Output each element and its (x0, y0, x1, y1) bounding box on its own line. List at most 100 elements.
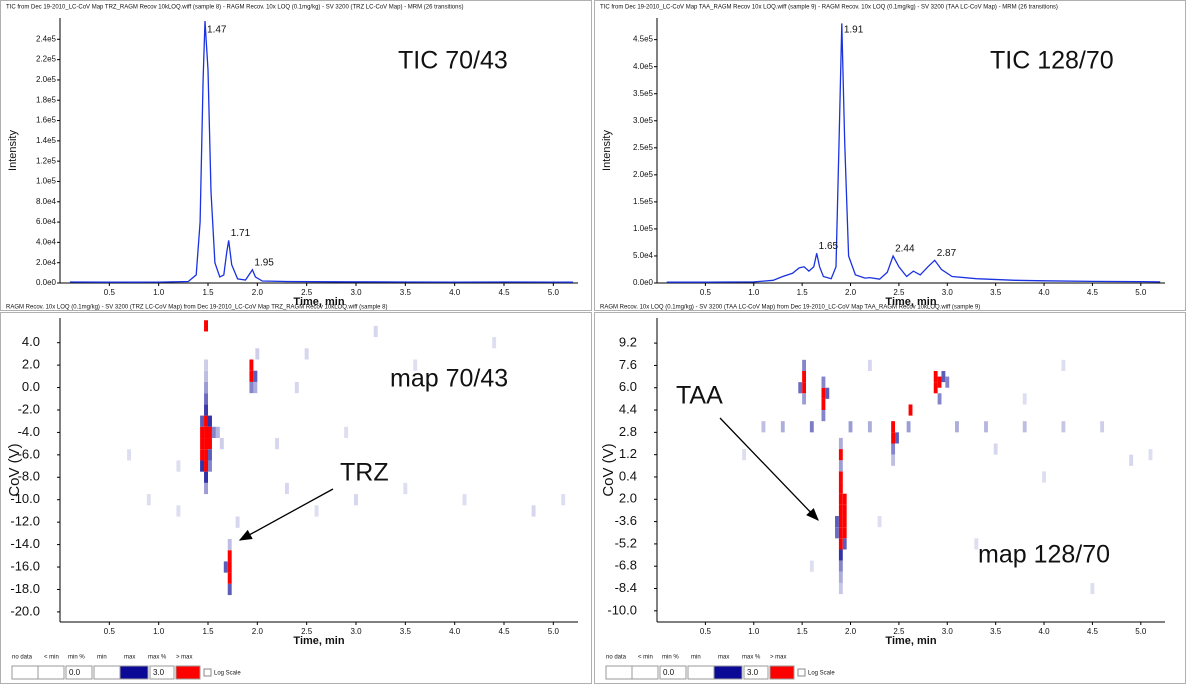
panel-header: RAGM Recov. 10x LOQ (0.1mg/kg) - SV 3200… (6, 305, 387, 311)
x-tick-label: 4.5 (498, 627, 510, 636)
x-tick-label: 2.5 (301, 288, 313, 297)
peak-label: 1.71 (231, 228, 251, 239)
scale-label: min % (68, 655, 85, 661)
x-tick-label: 2.5 (301, 627, 313, 636)
y-tick-label: -2.0 (18, 401, 40, 416)
x-axis-label: Time, min (293, 296, 344, 308)
y-tick-label: -14.0 (10, 536, 40, 551)
over-max-swatch (769, 665, 795, 680)
y-tick-label: 0.4 (619, 468, 637, 483)
y-tick-label: 4.5e5 (633, 35, 654, 44)
heat-cell (835, 527, 839, 539)
heat-cell (877, 516, 882, 528)
x-tick-label: 0.5 (700, 627, 712, 636)
y-tick-label: 1.2e5 (36, 156, 57, 165)
y-tick-label: 0.0 (22, 379, 40, 394)
y-tick-label: 2.0 (22, 357, 40, 372)
heat-cell (937, 376, 942, 388)
heat-cell (867, 421, 872, 433)
heat-cell (1061, 359, 1066, 371)
scale-label: max % (148, 655, 167, 661)
heat-cell (176, 460, 181, 472)
log-scale-checkbox[interactable] (797, 668, 806, 677)
heat-cell (802, 370, 807, 383)
heat-cell (821, 410, 826, 422)
min-value: 0.0 (663, 668, 675, 677)
x-tick-label: 3.5 (400, 288, 412, 297)
min-value: 0.0 (69, 668, 81, 677)
heat-cell (838, 471, 843, 483)
heat-cell (955, 421, 959, 433)
y-tick-label: -8.4 (615, 580, 637, 595)
heat-cell (838, 538, 843, 550)
heat-cell (1148, 449, 1153, 461)
heat-cell (838, 449, 843, 461)
heat-cell (314, 505, 319, 517)
log-scale-checkbox[interactable] (203, 668, 212, 677)
heat-cell (891, 432, 896, 444)
y-tick-label: 1.4e5 (36, 136, 57, 145)
heat-cell (200, 460, 205, 472)
y-axis-label: Intensity (7, 130, 19, 171)
x-tick-label: 4.0 (1038, 288, 1050, 297)
x-tick-label: 2.5 (893, 288, 905, 297)
y-tick-label: -8.0 (18, 469, 40, 484)
min-swatch (93, 665, 121, 680)
panel-label: map 128/70 (978, 541, 1110, 569)
y-tick-label: 5.0e4 (633, 251, 654, 260)
max-input (149, 665, 175, 680)
x-tick-label: 4.5 (498, 288, 510, 297)
peak-label: 1.65 (819, 241, 839, 252)
y-tick-label: 4.4 (619, 401, 637, 416)
y-tick-label: 2.0 (619, 491, 637, 506)
x-tick-label: 4.0 (1038, 627, 1050, 636)
heat-cell (531, 505, 536, 517)
max-swatch (713, 665, 743, 680)
tic-trace (69, 20, 574, 283)
heat-cell (933, 382, 938, 394)
heat-cell (945, 376, 950, 388)
x-tick-label: 4.5 (1087, 627, 1099, 636)
heat-cell (413, 359, 418, 371)
scale-label: no data (12, 655, 33, 661)
heat-cell (227, 550, 232, 562)
x-tick-label: 1.5 (797, 288, 809, 297)
heat-cell (249, 370, 254, 382)
y-tick-label: 6.0 (619, 379, 637, 394)
y-tick-label: -10.0 (10, 491, 40, 506)
heat-cell (253, 381, 258, 394)
heat-cell (838, 549, 843, 561)
heat-cell (1022, 393, 1027, 405)
heat-cell (204, 415, 208, 427)
heat-cell (798, 382, 803, 394)
below-min-swatch (631, 665, 659, 680)
y-tick-label: -10.0 (607, 602, 637, 617)
heat-cell (284, 482, 289, 495)
x-tick-label: 5.0 (1135, 288, 1147, 297)
log-scale-label: Log Scale (214, 671, 241, 677)
scale-label: min (97, 655, 107, 661)
x-tick-label: 1.0 (748, 288, 760, 297)
no-data-swatch (605, 665, 633, 680)
heat-cell (208, 426, 212, 439)
heat-cell (200, 415, 205, 427)
x-tick-label: 0.5 (104, 627, 116, 636)
x-tick-label: 3.0 (350, 288, 362, 297)
panel-label: map 70/43 (390, 365, 508, 393)
heat-cell (838, 527, 843, 539)
heat-cell (838, 582, 843, 595)
y-tick-label: 2.4e5 (36, 34, 57, 43)
scale-label: < min (44, 655, 59, 661)
peak-label: 1.95 (254, 257, 274, 268)
y-tick-label: 8.0e4 (36, 197, 57, 206)
heat-cell (842, 504, 847, 517)
heat-cell (200, 449, 205, 461)
heat-cell (403, 482, 408, 495)
heat-cell (235, 516, 240, 528)
heat-cell (204, 393, 208, 405)
min-input (65, 665, 93, 680)
max-swatch (119, 665, 149, 680)
heat-cell (809, 560, 814, 572)
